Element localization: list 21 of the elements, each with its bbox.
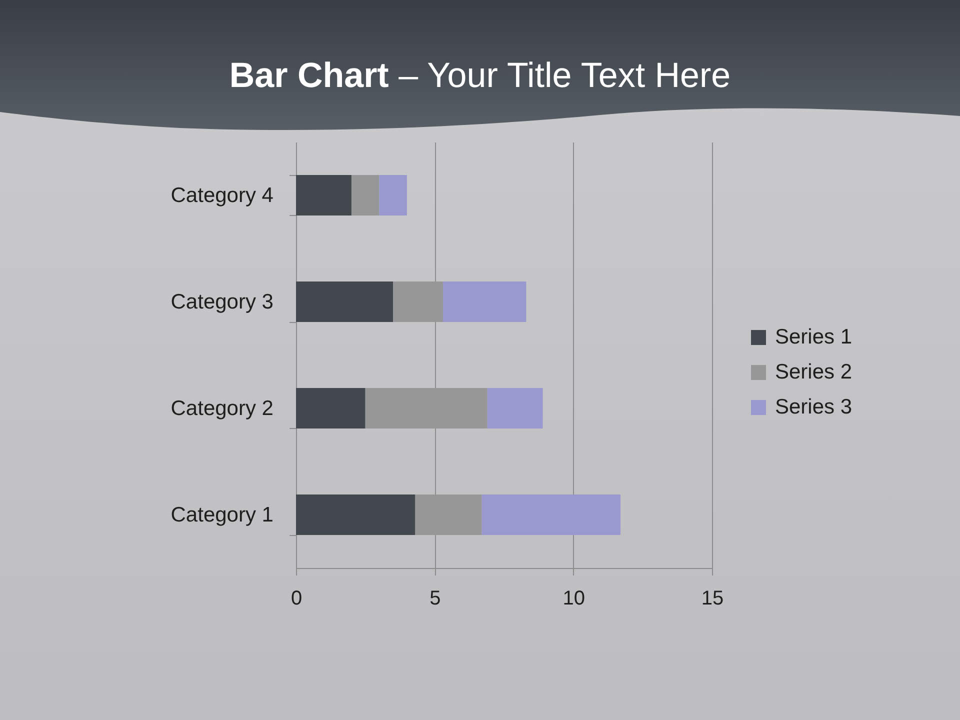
bar (379, 175, 407, 216)
bar (296, 388, 366, 428)
legend-label: Series 3 (775, 396, 852, 418)
bar (487, 388, 543, 428)
bar (296, 175, 352, 216)
chart-title: Bar Chart – Your Title Text Here (228, 55, 732, 97)
y-tick-label: Category 4 (170, 184, 274, 207)
x-tick-label: 0 (290, 588, 302, 610)
x-tick-label: 15 (701, 588, 724, 610)
legend-label: Series 1 (775, 326, 852, 348)
y-tick-label: Category 3 (170, 290, 274, 314)
bar (351, 175, 380, 216)
bar (482, 494, 620, 535)
x-tick-label: 5 (430, 588, 441, 610)
bar (296, 282, 394, 322)
legend-label: Series 2 (775, 360, 852, 384)
bar (296, 494, 416, 535)
x-tick-label: 10 (562, 588, 585, 610)
y-tick-label: Category 2 (170, 396, 274, 420)
y-tick-label: Category 1 (170, 503, 274, 526)
bar (442, 282, 526, 322)
